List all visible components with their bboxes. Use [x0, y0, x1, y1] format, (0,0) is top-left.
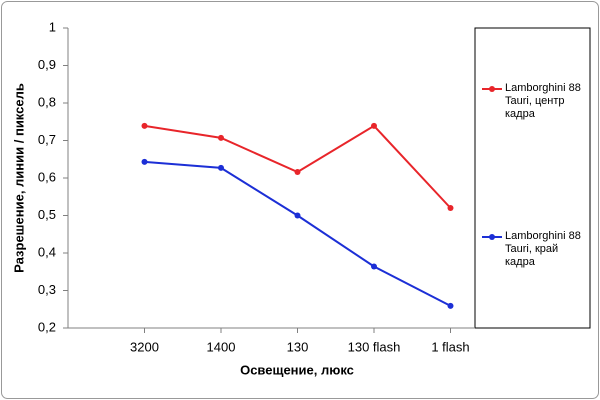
- x-tick-label: 130 flash: [348, 339, 401, 354]
- point: [141, 158, 148, 165]
- point: [218, 164, 224, 171]
- point: [371, 263, 377, 270]
- x-tick-label: 130: [287, 339, 309, 354]
- x-tick-label: 1 flash: [431, 339, 469, 354]
- legend-label: Lamborghini 88 Tauri, край кадра: [505, 230, 581, 268]
- point: [294, 169, 301, 175]
- point: [294, 212, 301, 219]
- point: [447, 302, 454, 309]
- legend-marker: [489, 86, 495, 92]
- y-tick-label: 0,8: [38, 94, 56, 109]
- y-tick-label: 0,5: [38, 207, 56, 222]
- x-axis-title: Освещение, люкс: [240, 362, 354, 377]
- y-tick-label: 0,6: [38, 169, 56, 184]
- legend-label: Lamborghini 88 Tauri, центр кадра: [505, 82, 581, 120]
- y-tick-label: 1: [49, 19, 56, 34]
- point: [447, 205, 454, 211]
- y-tick-label: 0,2: [38, 319, 56, 334]
- x-tick-label: 1400: [207, 339, 236, 354]
- y-tick-label: 0,3: [38, 282, 56, 297]
- y-tick-label: 0,7: [38, 132, 56, 147]
- y-tick-label: 0,4: [38, 244, 56, 259]
- x-tick-label: 3200: [130, 339, 159, 354]
- y-axis-title: Разрешение, линии / пиксель: [11, 83, 26, 273]
- point: [218, 134, 224, 141]
- legend-box: [474, 27, 591, 329]
- point: [371, 122, 377, 129]
- y-tick-label: 0,9: [38, 57, 56, 72]
- point: [141, 122, 148, 129]
- legend-marker: [489, 234, 495, 240]
